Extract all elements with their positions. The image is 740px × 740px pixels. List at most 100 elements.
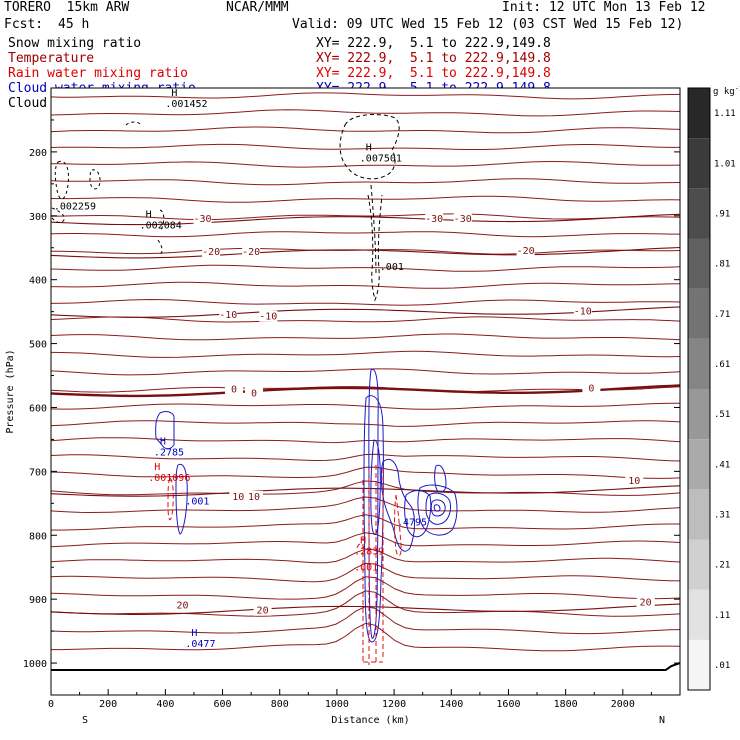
colorbar-label: .01 [714, 661, 730, 671]
isentrope-line [50, 466, 681, 479]
isentrope-line [50, 160, 681, 168]
isentrope-line [51, 622, 681, 652]
isentrope-line [50, 231, 680, 238]
isotherm-label: 10 [248, 492, 260, 503]
colorbar-swatch [688, 489, 710, 540]
extremum-marker: H [160, 436, 166, 447]
cloud-water-contour [175, 463, 188, 535]
terrain-line [51, 662, 681, 671]
y-tick-label: 400 [29, 276, 47, 287]
extremum-label: .2785 [154, 447, 184, 458]
isentrope-line [50, 548, 681, 564]
endpoint-right-label: N [659, 715, 665, 726]
isotherm-label: 10 [628, 476, 640, 487]
cloud-ice-contour [89, 169, 101, 190]
isotherm-label: -10 [574, 307, 592, 318]
isotherm-label: -30 [194, 214, 212, 225]
colorbar-units-exponent: -1 [735, 85, 740, 93]
isotherm-label: 20 [257, 606, 269, 617]
y-tick-label: 1000 [23, 659, 47, 670]
rain-water-contour [356, 543, 366, 553]
isotherm-label-bg [244, 387, 263, 399]
colorbar-swatch [688, 639, 710, 690]
extremum-marker: H [360, 535, 366, 546]
y-tick-label: 700 [29, 467, 47, 478]
isotherm-label-bg [453, 212, 472, 224]
x-tick-label: 600 [214, 699, 232, 710]
extremum-label: .007501 [360, 153, 402, 164]
isentrope-line [50, 178, 681, 186]
colorbar-label: 1.11 [714, 109, 736, 119]
forecast-label: Fcst: [4, 17, 44, 32]
rain-water-contour [394, 494, 402, 557]
colorbar-swatch [688, 589, 710, 640]
isotherm-label-bg [253, 604, 272, 616]
colorbar-swatch [688, 338, 710, 389]
colorbar-swatch [688, 539, 710, 590]
y-tick-label: 500 [29, 340, 47, 351]
legend-xy-1: XY= 222.9, 5.1 to 222.9,149.8 [316, 51, 551, 66]
isotherm-label-bg [259, 310, 278, 322]
isotherm-label: 0 [231, 385, 237, 396]
isentrope-line [50, 126, 681, 134]
isotherm-label: 0 [588, 383, 594, 394]
colorbar-label: .61 [714, 360, 730, 370]
cloud-water-contour [433, 504, 441, 512]
isentrope-line [50, 496, 681, 514]
cloud-water-contour [368, 368, 379, 639]
legend-xy-0: XY= 222.9, 5.1 to 222.9,149.8 [316, 36, 551, 51]
cloud-water-contour [430, 499, 446, 517]
cloud-ice-contour [157, 239, 163, 255]
colorbar-label: 1.01 [714, 159, 736, 169]
isotherm-label: 10 [232, 492, 244, 503]
isotherm-label: 0 [251, 388, 257, 399]
extremum-label: .002084 [140, 221, 182, 232]
cloud-water-contour [363, 395, 384, 643]
isotherm-line [50, 384, 681, 398]
cloud-ice-contour [51, 207, 65, 223]
isotherm-line [50, 246, 681, 259]
legend-xy-2: XY= 222.9, 5.1 to 222.9,149.8 [316, 66, 551, 81]
x-tick-label: 1600 [496, 699, 520, 710]
x-axis-title: Distance (km) [331, 715, 409, 726]
extremum-label: .4795 [397, 518, 427, 529]
center-title: NCAR/MMM [226, 0, 289, 15]
isotherm-label-bg [516, 244, 535, 256]
x-tick-label: 800 [271, 699, 289, 710]
isentrope-line [50, 281, 681, 289]
extremum-label: .002259 [54, 201, 96, 212]
cloud-water-contour [417, 484, 458, 536]
isentrope-line [50, 333, 681, 341]
isotherm-label: -20 [202, 247, 220, 258]
cloud-water-contour [425, 492, 451, 525]
cloud-water-contour [370, 439, 381, 536]
colorbar-label: .81 [714, 260, 730, 270]
isotherm-label-bg [582, 382, 601, 394]
cloud-water-contour [434, 464, 447, 493]
isentrope-line [50, 143, 680, 150]
y-tick-label: 200 [29, 148, 47, 159]
isotherm-label: -30 [454, 214, 472, 225]
colorbar-label: .31 [714, 510, 730, 520]
extremum-marker: H [146, 210, 152, 221]
y-tick-label: 900 [29, 595, 47, 606]
cloud-ice-contour [370, 184, 377, 276]
cloud-ice-contour [125, 121, 143, 127]
colorbar-label: .91 [714, 209, 730, 219]
isentrope-line [50, 453, 681, 462]
isentrope-line [50, 264, 681, 272]
isentrope-line [50, 368, 681, 376]
forecast-hour: 45 h [58, 17, 90, 32]
isotherm-label-bg [202, 246, 221, 258]
x-tick-label: 0 [48, 699, 54, 710]
isotherm-label-bg [573, 305, 592, 317]
isentrope-line [50, 562, 681, 583]
extremum-marker: H [171, 88, 177, 99]
init-time: Init: 12 UTC Mon 13 Feb 12 [502, 0, 706, 15]
model-title: TORERO 15km ARW [4, 0, 130, 15]
legend-name-2: Rain water mixing ratio [8, 66, 189, 81]
isotherm-label-bg [219, 308, 238, 320]
isotherm-label: -10 [219, 310, 237, 321]
x-tick-label: 2000 [611, 699, 635, 710]
